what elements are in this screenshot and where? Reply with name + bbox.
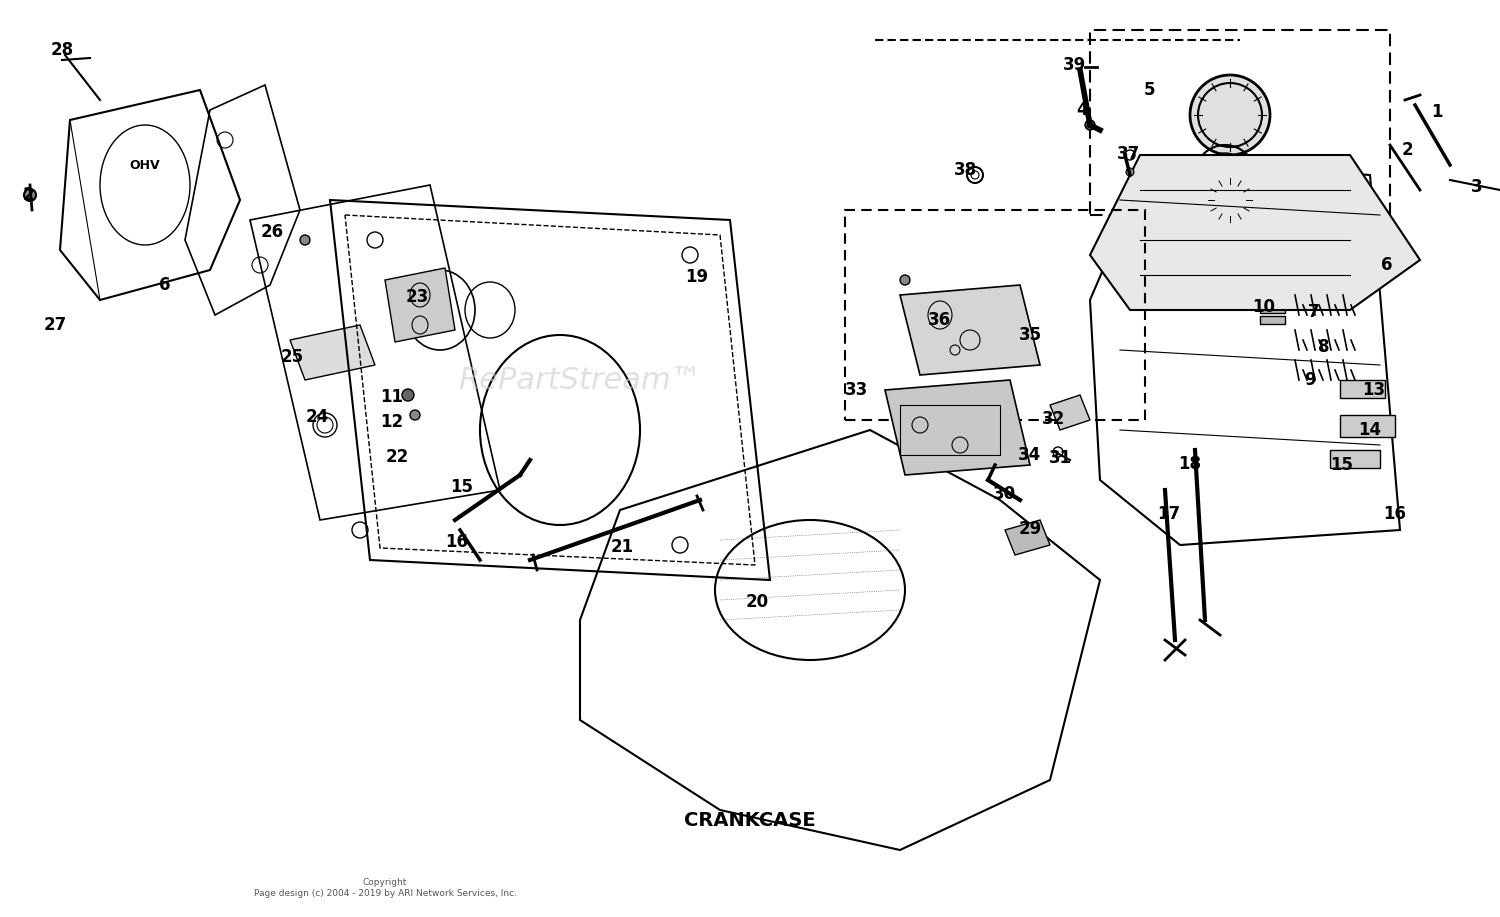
Text: 11: 11 xyxy=(381,388,404,406)
Circle shape xyxy=(900,275,910,285)
Bar xyxy=(1340,415,1395,437)
Text: 20: 20 xyxy=(746,593,768,611)
Circle shape xyxy=(1288,279,1300,291)
Circle shape xyxy=(402,389,414,401)
Text: 21: 21 xyxy=(610,538,633,556)
Polygon shape xyxy=(885,380,1031,475)
Text: 15: 15 xyxy=(1330,456,1353,474)
Text: 35: 35 xyxy=(1019,326,1041,344)
Circle shape xyxy=(1204,175,1255,225)
Text: 24: 24 xyxy=(306,408,328,426)
Text: 17: 17 xyxy=(1158,505,1180,523)
Text: 6: 6 xyxy=(159,276,171,294)
Polygon shape xyxy=(900,285,1040,375)
Text: 8: 8 xyxy=(1318,338,1329,356)
Bar xyxy=(1340,380,1384,398)
Text: 4: 4 xyxy=(1076,101,1088,119)
Text: 6: 6 xyxy=(1382,256,1392,274)
Text: 1: 1 xyxy=(1431,103,1443,121)
Text: 15: 15 xyxy=(450,478,474,496)
Text: 29: 29 xyxy=(1019,520,1041,538)
Bar xyxy=(1330,450,1380,468)
Circle shape xyxy=(1126,168,1134,176)
Text: 14: 14 xyxy=(1359,421,1382,439)
Text: 30: 30 xyxy=(993,485,1016,503)
Text: 33: 33 xyxy=(846,381,868,399)
Text: 2: 2 xyxy=(22,186,34,204)
Bar xyxy=(1260,305,1286,313)
Text: 31: 31 xyxy=(1048,449,1071,467)
Polygon shape xyxy=(386,268,454,342)
Bar xyxy=(1260,316,1286,324)
Text: 28: 28 xyxy=(51,41,74,59)
Text: 3: 3 xyxy=(1472,178,1484,196)
Text: 27: 27 xyxy=(44,316,66,334)
Text: OHV: OHV xyxy=(129,159,160,171)
Text: 36: 36 xyxy=(927,311,951,329)
Text: 34: 34 xyxy=(1019,446,1041,464)
Circle shape xyxy=(1084,120,1095,130)
Circle shape xyxy=(1190,75,1270,155)
Text: 39: 39 xyxy=(1064,56,1086,74)
Text: 23: 23 xyxy=(405,288,429,306)
Text: 12: 12 xyxy=(381,413,404,431)
Circle shape xyxy=(410,410,420,420)
Text: Copyright
Page design (c) 2004 - 2019 by ARI Network Services, Inc.: Copyright Page design (c) 2004 - 2019 by… xyxy=(254,878,516,898)
Text: 22: 22 xyxy=(386,448,408,466)
Polygon shape xyxy=(1050,395,1090,430)
Text: 9: 9 xyxy=(1304,371,1316,389)
Text: 18: 18 xyxy=(1179,455,1202,473)
Text: 13: 13 xyxy=(1362,381,1386,399)
Text: 7: 7 xyxy=(1308,303,1320,321)
Text: 25: 25 xyxy=(280,348,303,366)
Text: 37: 37 xyxy=(1118,145,1140,163)
Text: 19: 19 xyxy=(686,268,708,286)
Text: 2: 2 xyxy=(1401,141,1413,159)
Text: 5: 5 xyxy=(1144,81,1155,99)
Polygon shape xyxy=(290,325,375,380)
Text: 10: 10 xyxy=(1252,298,1275,316)
Text: 16: 16 xyxy=(446,533,468,551)
Text: RePartStream™: RePartStream™ xyxy=(459,366,702,394)
Text: CRANKCASE: CRANKCASE xyxy=(684,811,816,830)
Text: 32: 32 xyxy=(1042,410,1065,428)
Text: 26: 26 xyxy=(261,223,284,241)
Text: 16: 16 xyxy=(1383,505,1407,523)
Text: 38: 38 xyxy=(954,161,976,179)
Polygon shape xyxy=(1005,520,1050,555)
Circle shape xyxy=(300,235,310,245)
Circle shape xyxy=(24,189,36,201)
Polygon shape xyxy=(1090,155,1420,310)
Bar xyxy=(900,405,1001,455)
